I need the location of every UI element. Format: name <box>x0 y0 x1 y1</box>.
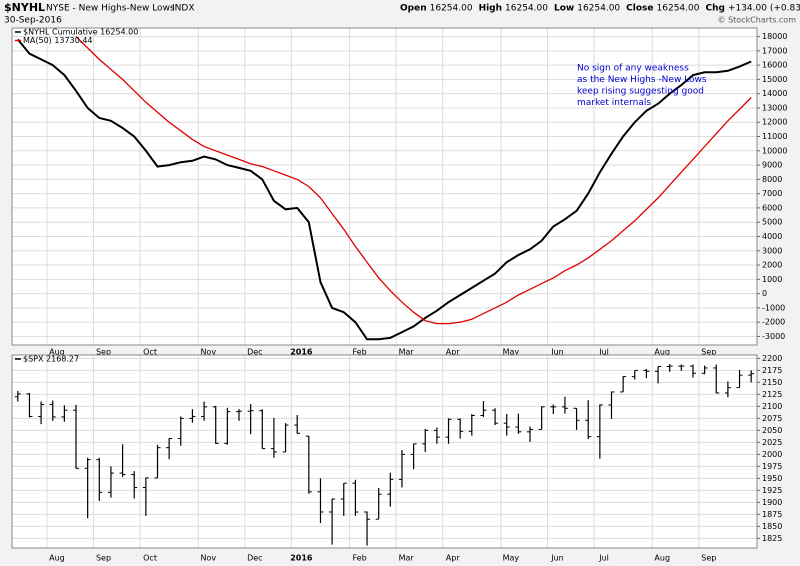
y-tick-label: 9000 <box>762 161 782 170</box>
exchange: INDX <box>172 4 194 14</box>
x-tick-label: Feb <box>352 348 366 357</box>
y-tick-label: 2125 <box>762 390 782 399</box>
quote-value: +134.00 (+0.83%) <box>728 4 800 14</box>
x-tick-label: Nov <box>200 348 216 357</box>
credit: © StockCharts.com <box>718 16 797 25</box>
y-tick-label: 13000 <box>762 103 787 112</box>
y-tick-label: 17000 <box>762 46 787 55</box>
y-tick-label: 2025 <box>762 438 782 447</box>
y-tick-label: 7000 <box>762 189 782 198</box>
y-tick-label: 1900 <box>762 498 782 507</box>
y-tick-label: 6000 <box>762 203 782 212</box>
x-tick-label: Sep <box>96 554 111 563</box>
y-tick-label: 18000 <box>762 32 787 41</box>
y-tick-label: 1850 <box>762 522 782 531</box>
x-tick-label: Aug <box>654 348 670 357</box>
x-tick-label: Sep <box>701 554 716 563</box>
y-tick-label: 1875 <box>762 510 782 519</box>
legend-label: $SPX 2168.27 <box>23 355 79 364</box>
quote-value: 16254.00 <box>430 4 473 14</box>
quote-value: 16254.00 <box>657 4 700 14</box>
x-tick-label: Jul <box>598 348 609 357</box>
y-tick-label: 2100 <box>762 402 782 411</box>
x-tick-label: Sep <box>701 348 716 357</box>
legend-label: MA(50) 13730.44 <box>23 36 93 45</box>
x-tick-label: Jun <box>550 554 564 563</box>
annotation: keep rising suggesting good <box>577 87 704 97</box>
quote-value: 16254.00 <box>505 4 548 14</box>
x-tick-label: Nov <box>200 554 216 563</box>
y-tick-label: 2050 <box>762 426 782 435</box>
y-tick-label: 2000 <box>762 261 782 270</box>
y-tick-label: 2075 <box>762 414 782 423</box>
x-tick-label: Dec <box>247 554 262 563</box>
quote-label: Chg <box>705 4 724 14</box>
y-tick-label: -1000 <box>762 303 785 312</box>
x-tick-label: Feb <box>352 554 366 563</box>
y-tick-label: 5000 <box>762 218 782 227</box>
quote-label: Close <box>626 4 653 14</box>
y-tick-label: 2200 <box>762 354 782 363</box>
quote-label: Low <box>554 4 574 14</box>
x-tick-label: 2016 <box>290 554 313 563</box>
y-tick-label: 3000 <box>762 246 782 255</box>
x-tick-label: Apr <box>446 348 461 357</box>
x-tick-label: Oct <box>143 348 157 357</box>
x-tick-label: Aug <box>49 554 65 563</box>
x-tick-label: Mar <box>399 554 415 563</box>
y-tick-label: -2000 <box>762 318 785 327</box>
plot-area <box>11 27 758 346</box>
quote-label: High <box>479 4 502 14</box>
annotation: market internals <box>577 98 651 108</box>
x-tick-label: Jun <box>550 348 564 357</box>
y-tick-label: 10000 <box>762 146 787 155</box>
x-tick-label: Oct <box>143 554 157 563</box>
y-tick-label: 1000 <box>762 275 782 284</box>
y-tick-label: 1925 <box>762 486 782 495</box>
y-tick-label: 14000 <box>762 89 787 98</box>
y-tick-label: 15000 <box>762 75 787 84</box>
y-tick-label: 2175 <box>762 366 782 375</box>
x-tick-label: Mar <box>399 348 415 357</box>
y-tick-label: 1950 <box>762 474 782 483</box>
symbol: $NYHL <box>4 1 45 14</box>
y-tick-label: 4000 <box>762 232 782 241</box>
series-line <box>17 38 752 341</box>
x-tick-label: Aug <box>49 348 65 357</box>
x-tick-label: Jul <box>598 554 609 563</box>
y-tick-label: 1825 <box>762 534 782 543</box>
symbol-name: NYSE - New Highs-New Lows <box>46 4 175 14</box>
y-tick-label: 11000 <box>762 132 787 141</box>
date: 30-Sep-2016 <box>4 16 62 26</box>
y-tick-label: 12000 <box>762 118 787 127</box>
annotation: as the New Highs -New Lows <box>577 75 707 85</box>
y-tick-label: 0 <box>762 289 767 298</box>
x-tick-label: Apr <box>446 554 461 563</box>
y-tick-label: 1975 <box>762 462 782 471</box>
x-tick-label: May <box>503 554 520 563</box>
legend-label: $NYHL Cumulative 16254.00 <box>23 28 138 37</box>
x-tick-label: Aug <box>654 554 670 563</box>
y-tick-label: 2000 <box>762 450 782 459</box>
x-tick-label: Dec <box>247 348 262 357</box>
y-tick-label: -3000 <box>762 332 785 341</box>
x-tick-label: 2016 <box>290 348 313 357</box>
quote-value: 16254.00 <box>577 4 620 14</box>
quote-label: Open <box>400 4 427 14</box>
x-tick-label: May <box>503 348 520 357</box>
plot-area <box>11 354 758 549</box>
annotation: No sign of any weakness <box>577 64 689 74</box>
series-line <box>75 36 752 325</box>
plot-border <box>11 354 758 549</box>
y-tick-label: 8000 <box>762 175 782 184</box>
plot-border <box>11 27 758 346</box>
x-tick-label: Sep <box>96 348 111 357</box>
y-tick-label: 16000 <box>762 61 787 70</box>
y-tick-label: 2150 <box>762 378 782 387</box>
